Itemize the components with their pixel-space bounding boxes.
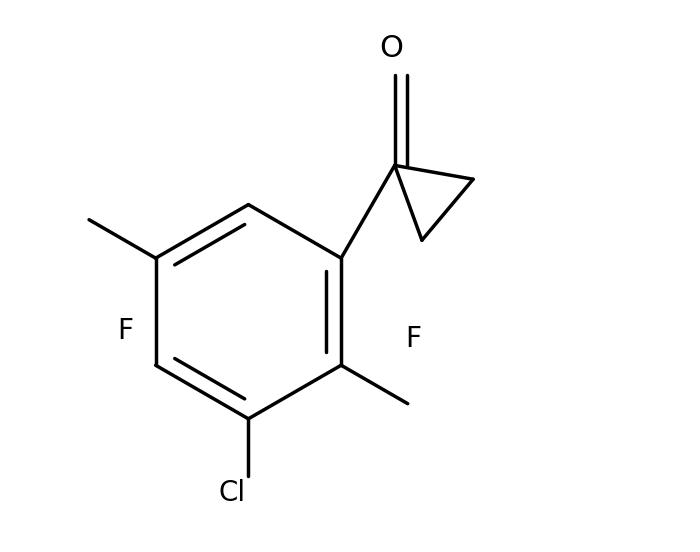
Text: F: F: [117, 317, 133, 345]
Text: O: O: [379, 34, 403, 62]
Text: Cl: Cl: [218, 479, 246, 507]
Text: F: F: [405, 325, 421, 353]
